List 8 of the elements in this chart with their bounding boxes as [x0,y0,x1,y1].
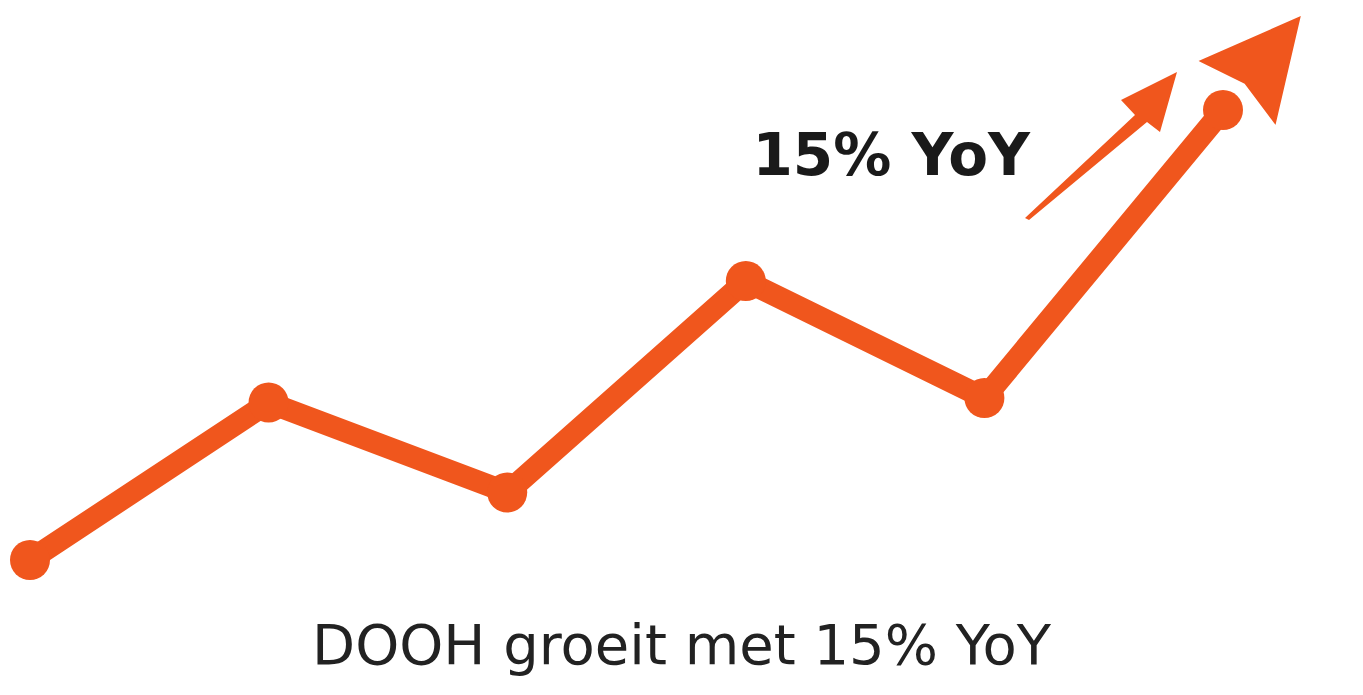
point [1203,90,1243,130]
text: DOOH groeit met 15% YoY [311,612,1052,677]
point [964,378,1005,418]
point [248,382,289,423]
point [10,540,50,580]
annotation: 15% YoY [752,121,1031,190]
point [725,261,766,301]
point [487,472,528,513]
